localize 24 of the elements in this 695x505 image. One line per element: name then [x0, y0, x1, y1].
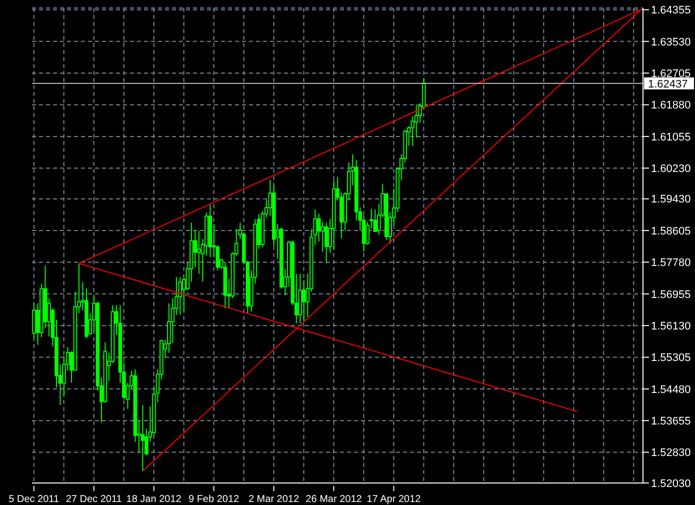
- x-tick-label: 2 Mar 2012: [248, 494, 300, 505]
- x-tick-label: 26 Mar 2012: [306, 494, 362, 505]
- y-tick-label: 1.57780: [651, 257, 691, 270]
- y-tick-label: 1.52830: [651, 447, 691, 460]
- y-tick-label: 1.56130: [651, 320, 691, 332]
- y-tick-label: 1.61880: [651, 100, 691, 112]
- x-tick-label: 5 Dec 2011: [8, 494, 60, 505]
- ref-line-label: 1.62437: [648, 78, 688, 90]
- y-tick-label: 1.60230: [651, 163, 691, 176]
- y-tick-label: 1.59430: [651, 194, 691, 206]
- x-tick-label: 17 Apr 2012: [366, 494, 422, 505]
- y-tick-label: 1.53655: [651, 416, 691, 428]
- y-tick-label: 1.55305: [651, 352, 691, 364]
- y-tick-label: 1.52030: [651, 478, 691, 490]
- x-tick-label: 27 Dec 2011: [66, 494, 122, 505]
- y-tick-label: 1.58605: [651, 225, 691, 238]
- y-tick-label: 1.63530: [651, 36, 691, 48]
- x-tick-label: 18 Jan 2012: [126, 494, 182, 505]
- x-tick-label: 9 Feb 2012: [188, 494, 240, 505]
- y-tick-label: 1.56955: [651, 288, 691, 301]
- y-tick-label: 1.61055: [651, 131, 691, 144]
- y-tick-label: 1.62705: [651, 68, 691, 80]
- y-tick-label: 1.54480: [651, 384, 691, 396]
- y-tick-label: 1.64355: [651, 4, 691, 17]
